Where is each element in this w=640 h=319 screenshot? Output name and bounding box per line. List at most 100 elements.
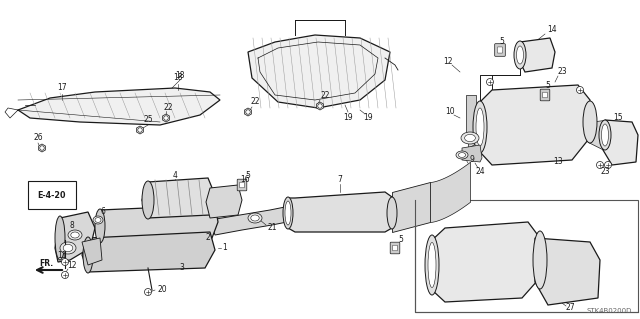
Ellipse shape bbox=[95, 209, 105, 243]
Ellipse shape bbox=[83, 237, 93, 273]
Circle shape bbox=[40, 146, 44, 150]
Circle shape bbox=[164, 116, 168, 120]
Text: 5: 5 bbox=[545, 80, 550, 90]
Text: 24: 24 bbox=[475, 167, 485, 176]
Ellipse shape bbox=[68, 230, 82, 240]
Ellipse shape bbox=[55, 216, 65, 260]
Circle shape bbox=[145, 288, 152, 295]
Polygon shape bbox=[206, 185, 242, 218]
Ellipse shape bbox=[533, 231, 547, 289]
Ellipse shape bbox=[71, 232, 79, 238]
Circle shape bbox=[596, 161, 604, 168]
Text: STK4B0200D: STK4B0200D bbox=[587, 308, 632, 314]
FancyBboxPatch shape bbox=[237, 179, 247, 191]
Text: 2: 2 bbox=[205, 234, 211, 242]
Polygon shape bbox=[317, 102, 323, 110]
Polygon shape bbox=[95, 205, 218, 242]
Polygon shape bbox=[210, 205, 297, 235]
Ellipse shape bbox=[95, 218, 101, 222]
FancyBboxPatch shape bbox=[390, 242, 400, 254]
Polygon shape bbox=[82, 238, 102, 265]
Polygon shape bbox=[18, 88, 220, 125]
Text: 4: 4 bbox=[173, 170, 177, 180]
Ellipse shape bbox=[602, 124, 609, 146]
Ellipse shape bbox=[93, 216, 103, 224]
Text: FR.: FR. bbox=[39, 259, 53, 268]
Ellipse shape bbox=[514, 41, 526, 69]
Ellipse shape bbox=[428, 242, 436, 287]
Text: 25: 25 bbox=[143, 115, 153, 124]
Text: 1: 1 bbox=[223, 243, 227, 253]
Ellipse shape bbox=[60, 242, 76, 254]
Polygon shape bbox=[142, 178, 215, 218]
Bar bbox=[415, 200, 638, 312]
Polygon shape bbox=[248, 35, 390, 108]
Text: 19: 19 bbox=[363, 114, 373, 122]
Ellipse shape bbox=[458, 152, 466, 157]
Text: 20: 20 bbox=[157, 286, 167, 294]
Circle shape bbox=[577, 86, 584, 93]
Polygon shape bbox=[430, 222, 540, 302]
Text: 19: 19 bbox=[343, 114, 353, 122]
FancyBboxPatch shape bbox=[393, 245, 397, 251]
Text: 27: 27 bbox=[565, 303, 575, 313]
Polygon shape bbox=[288, 192, 392, 232]
Text: 13: 13 bbox=[553, 158, 563, 167]
Circle shape bbox=[605, 161, 611, 168]
Text: 14: 14 bbox=[547, 26, 557, 34]
Polygon shape bbox=[462, 145, 482, 162]
Ellipse shape bbox=[251, 215, 259, 221]
FancyBboxPatch shape bbox=[497, 47, 502, 53]
Text: E-4-20: E-4-20 bbox=[38, 190, 67, 199]
Ellipse shape bbox=[465, 134, 476, 142]
Text: 12: 12 bbox=[67, 261, 77, 270]
Ellipse shape bbox=[473, 101, 487, 153]
Text: 21: 21 bbox=[268, 224, 276, 233]
Ellipse shape bbox=[583, 101, 597, 143]
Text: 18: 18 bbox=[175, 70, 185, 79]
Ellipse shape bbox=[599, 120, 611, 150]
Polygon shape bbox=[535, 238, 600, 305]
Ellipse shape bbox=[425, 235, 439, 295]
Circle shape bbox=[61, 271, 68, 278]
Text: 6: 6 bbox=[100, 207, 106, 217]
Polygon shape bbox=[244, 108, 252, 116]
Text: 26: 26 bbox=[33, 133, 43, 143]
Circle shape bbox=[61, 258, 68, 265]
Ellipse shape bbox=[456, 151, 468, 159]
Text: 5: 5 bbox=[246, 170, 250, 180]
Polygon shape bbox=[163, 114, 170, 122]
Circle shape bbox=[486, 78, 493, 85]
Text: 12: 12 bbox=[444, 57, 452, 66]
Text: 9: 9 bbox=[470, 155, 474, 165]
FancyBboxPatch shape bbox=[495, 44, 506, 56]
Ellipse shape bbox=[63, 244, 73, 252]
Ellipse shape bbox=[387, 197, 397, 229]
Polygon shape bbox=[82, 232, 215, 272]
Text: 10: 10 bbox=[445, 108, 455, 116]
Circle shape bbox=[318, 104, 322, 108]
Ellipse shape bbox=[285, 201, 291, 225]
Text: 8: 8 bbox=[70, 220, 74, 229]
Text: 5: 5 bbox=[399, 235, 403, 244]
Text: 16: 16 bbox=[240, 175, 250, 184]
Text: 22: 22 bbox=[250, 98, 260, 107]
Ellipse shape bbox=[476, 108, 484, 146]
Polygon shape bbox=[38, 144, 45, 152]
Polygon shape bbox=[603, 120, 638, 165]
Text: 22: 22 bbox=[163, 102, 173, 112]
Text: 3: 3 bbox=[180, 263, 184, 272]
Text: 23: 23 bbox=[557, 68, 567, 77]
Text: 11: 11 bbox=[57, 250, 67, 259]
Polygon shape bbox=[518, 38, 555, 72]
Text: 5: 5 bbox=[500, 38, 504, 47]
Ellipse shape bbox=[461, 132, 479, 144]
Polygon shape bbox=[55, 212, 95, 262]
FancyBboxPatch shape bbox=[543, 92, 547, 98]
FancyBboxPatch shape bbox=[240, 182, 244, 188]
Ellipse shape bbox=[142, 181, 154, 219]
FancyBboxPatch shape bbox=[540, 89, 550, 101]
Text: 15: 15 bbox=[613, 114, 623, 122]
Circle shape bbox=[138, 128, 142, 132]
Text: 17: 17 bbox=[57, 84, 67, 93]
